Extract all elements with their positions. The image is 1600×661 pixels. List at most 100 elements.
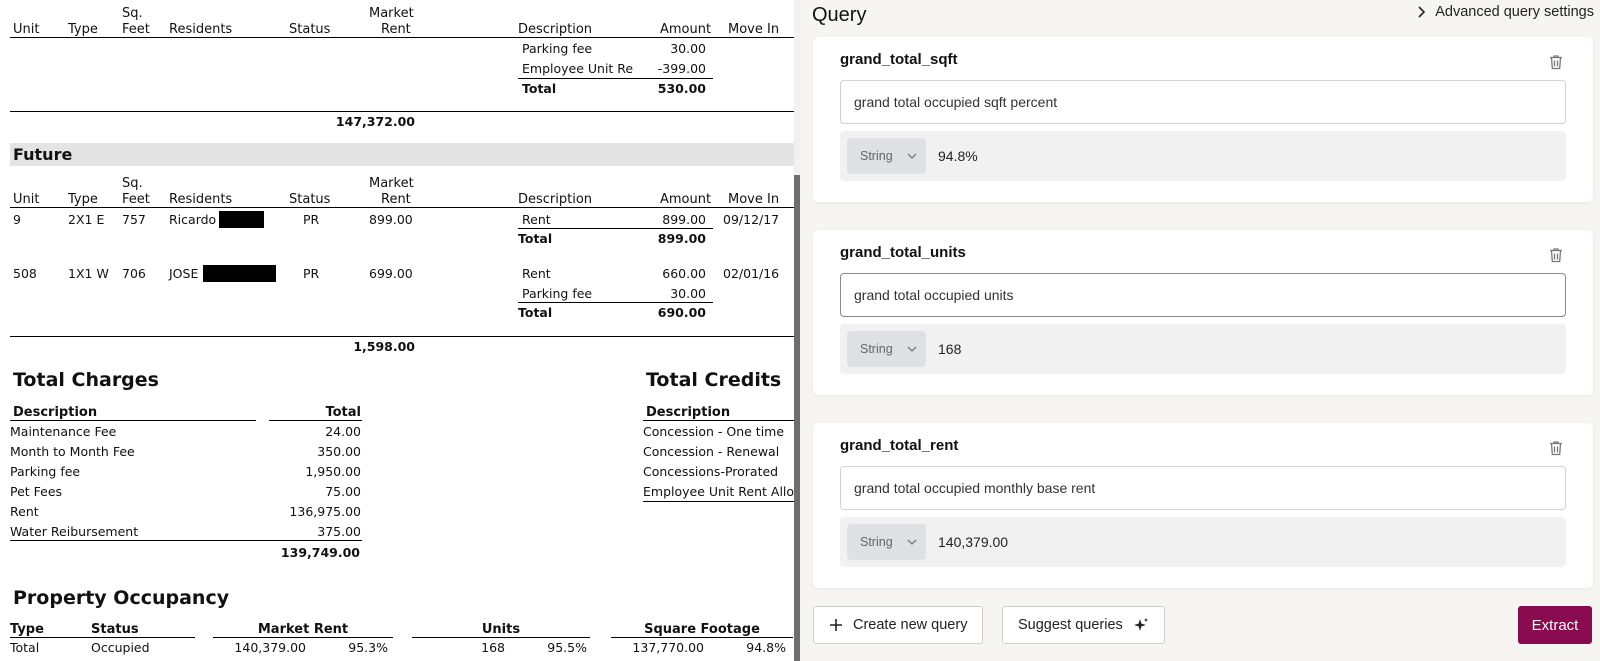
charge-amount: 30.00: [670, 286, 706, 301]
status-cell: PR: [303, 212, 320, 227]
query-result-value: 168: [938, 341, 962, 357]
col-header-market-1: Market: [369, 6, 414, 21]
trash-icon[interactable]: [1547, 439, 1565, 457]
charges-rule: [518, 78, 713, 79]
charge-desc: Rent: [522, 266, 551, 281]
charge-row-desc: Pet Fees: [10, 484, 63, 499]
rent-cell: 899.00: [369, 212, 413, 227]
charge-row-total: 75.00: [325, 484, 361, 499]
charge-row-total: 136,975.00: [289, 504, 361, 519]
document-viewer: Sq. Market Unit Type Feet Residents Stat…: [0, 0, 794, 661]
charges-rule: [518, 228, 713, 229]
charges-total-amount: 899.00: [657, 231, 706, 246]
future-section-bar: [10, 143, 794, 166]
suggest-queries-button[interactable]: Suggest queries: [1002, 606, 1165, 644]
occ-status-cell: Occupied: [91, 640, 150, 655]
col-header-type: Type: [68, 192, 98, 207]
occ-col-units: Units: [481, 622, 521, 637]
col-header-amount: Amount: [660, 22, 712, 37]
credit-row: Concession - Renewal: [643, 444, 780, 459]
header-rule: [10, 37, 794, 38]
panel-title: Query: [812, 4, 867, 26]
unit-cell: 508: [13, 266, 37, 281]
advanced-settings-toggle[interactable]: Advanced query settings: [1417, 4, 1594, 20]
charge-row-desc: Maintenance Fee: [10, 424, 117, 439]
extract-button[interactable]: Extract: [1518, 606, 1592, 644]
unit-cell: 9: [13, 212, 21, 227]
type-select[interactable]: String: [847, 524, 926, 560]
query-name: grand_total_units: [840, 244, 966, 261]
charge-row-desc: Parking fee: [10, 464, 81, 479]
total-charges-grand: 139,749.00: [280, 545, 360, 560]
document-scrollbar-thumb[interactable]: [794, 175, 800, 661]
resident-cell: JOSE: [169, 266, 199, 281]
query-name: grand_total_rent: [840, 437, 959, 454]
type-cell: 2X1 E: [68, 212, 105, 227]
sparkle-icon: [1133, 618, 1148, 631]
col-header-residents: Residents: [169, 22, 233, 37]
col-header-market-2: Rent: [381, 192, 411, 207]
occ-header-rule: [213, 637, 393, 638]
trash-icon[interactable]: [1547, 246, 1565, 264]
type-select[interactable]: String: [847, 138, 926, 174]
charge-row-total: 24.00: [325, 424, 361, 439]
query-card: grand_total_sqft String 94.8%: [813, 37, 1593, 202]
credit-row: Employee Unit Rent Allo: [643, 484, 794, 499]
type-cell: 1X1 W: [68, 266, 109, 281]
charges-rule: [518, 302, 713, 303]
col-header-unit: Unit: [13, 22, 40, 37]
query-prompt-input[interactable]: [840, 80, 1566, 124]
future-section-title: Future: [13, 145, 73, 164]
occ-units-cell: 168: [481, 640, 505, 655]
occ-col-sqft: Square Footage: [644, 622, 760, 637]
occ-header-rule: [10, 637, 195, 638]
move-in-cell: 02/01/16: [723, 266, 780, 281]
credits-header-rule: [643, 420, 794, 421]
charges-total-label: Total: [522, 81, 557, 96]
occ-sqft-pct-cell: 94.8%: [746, 640, 786, 655]
type-select[interactable]: String: [847, 331, 926, 367]
credits-total-rule: [643, 501, 794, 502]
trash-icon[interactable]: [1547, 53, 1565, 71]
col-header-sqft-2: Feet: [122, 22, 150, 37]
charge-amount: 660.00: [662, 266, 706, 281]
charge-desc: Parking fee: [522, 41, 593, 56]
top-subtotal: 147,372.00: [335, 114, 415, 129]
query-result-value: 140,379.00: [938, 534, 1009, 550]
chevron-right-icon: [1418, 6, 1426, 18]
query-name: grand_total_sqft: [840, 51, 958, 68]
chevron-down-icon: [907, 153, 917, 159]
col-header-description: Description: [518, 192, 593, 207]
query-panel: Query Advanced query settings grand_tota…: [800, 0, 1600, 661]
charge-row-desc: Water Reibursement: [10, 524, 139, 539]
occupancy-title: Property Occupancy: [13, 587, 230, 609]
charge-row-total: 350.00: [317, 444, 361, 459]
charges-total-amount: 690.00: [657, 305, 706, 320]
sqft-cell: 706: [122, 266, 146, 281]
col-header-unit: Unit: [13, 192, 40, 207]
future-subtotal: 1,598.00: [353, 339, 415, 354]
col-header-sqft-1: Sq.: [122, 176, 143, 191]
type-select-label: String: [860, 535, 893, 549]
charge-amount: -399.00: [657, 61, 706, 76]
charges-header-rule: [269, 420, 362, 421]
col-header-status: Status: [289, 22, 331, 37]
status-cell: PR: [303, 266, 320, 281]
charge-row-desc: Rent: [10, 504, 39, 519]
query-prompt-input[interactable]: [840, 466, 1566, 510]
redaction-block: [219, 211, 264, 228]
chevron-down-icon: [907, 539, 917, 545]
create-query-button[interactable]: Create new query: [813, 606, 984, 644]
plus-icon: [830, 619, 842, 631]
col-header-type: Type: [68, 22, 98, 37]
suggest-queries-label: Suggest queries: [1018, 617, 1123, 633]
occ-units-pct-cell: 95.5%: [547, 640, 587, 655]
subtotal-rule: [10, 336, 794, 337]
create-query-label: Create new query: [853, 617, 968, 633]
occ-market-rent-cell: 140,379.00: [234, 640, 306, 655]
charge-amount: 899.00: [662, 212, 706, 227]
sqft-cell: 757: [122, 212, 146, 227]
charges-total-rule: [10, 540, 362, 541]
query-prompt-input[interactable]: [840, 273, 1566, 317]
occ-header-rule: [611, 637, 793, 638]
